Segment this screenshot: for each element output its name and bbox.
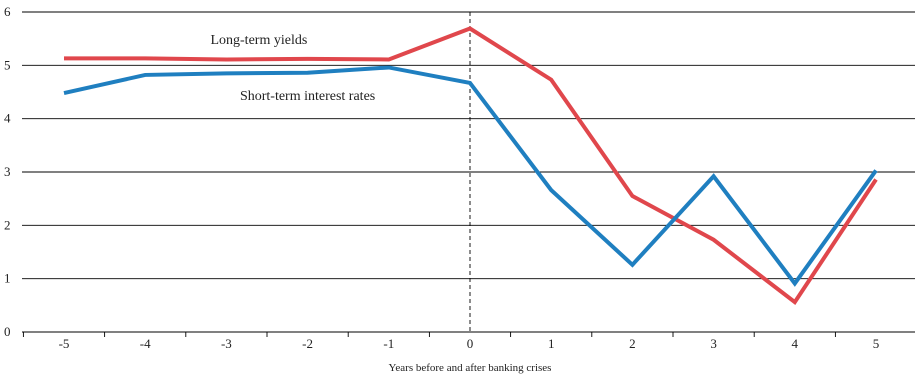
y-tick-label: 4 xyxy=(4,111,11,126)
y-tick-label: 5 xyxy=(4,57,11,72)
x-tick-label: -2 xyxy=(302,336,313,351)
series-lines xyxy=(63,26,878,306)
y-tick-label: 0 xyxy=(4,324,11,339)
y-tick-label: 3 xyxy=(4,164,11,179)
gridlines xyxy=(22,11,915,333)
series-line-long-term-yields xyxy=(64,26,878,306)
labels: Long-term yields Short-term interest rate… xyxy=(210,33,375,104)
y-tick-label: 6 xyxy=(4,4,11,19)
x-tick-label: 0 xyxy=(467,336,474,351)
axes: 0 1 2 3 4 5 6 -5 -4 -3 -2 -1 0 1 2 3 4 5 Years before and … xyxy=(4,4,879,374)
x-tick-label: 3 xyxy=(710,336,717,351)
x-tick-label: 4 xyxy=(792,336,799,351)
x-tick-label: -4 xyxy=(140,336,151,351)
x-tick-label: -3 xyxy=(221,336,232,351)
series-annotation: Short-term interest rates xyxy=(240,89,375,104)
series-annotation: Long-term yields xyxy=(210,33,307,48)
x-tick-label: 1 xyxy=(548,336,555,351)
x-axis-title: Years before and after banking crises xyxy=(389,362,552,374)
y-tick-label: 1 xyxy=(4,271,11,286)
x-tick-label: 2 xyxy=(629,336,636,351)
x-tick-label: -1 xyxy=(383,336,394,351)
x-tick-label: 5 xyxy=(873,336,880,351)
series-line-short-term-interest-rates xyxy=(63,65,878,287)
y-tick-label: 2 xyxy=(4,217,11,232)
x-tick-label: -5 xyxy=(59,336,70,351)
